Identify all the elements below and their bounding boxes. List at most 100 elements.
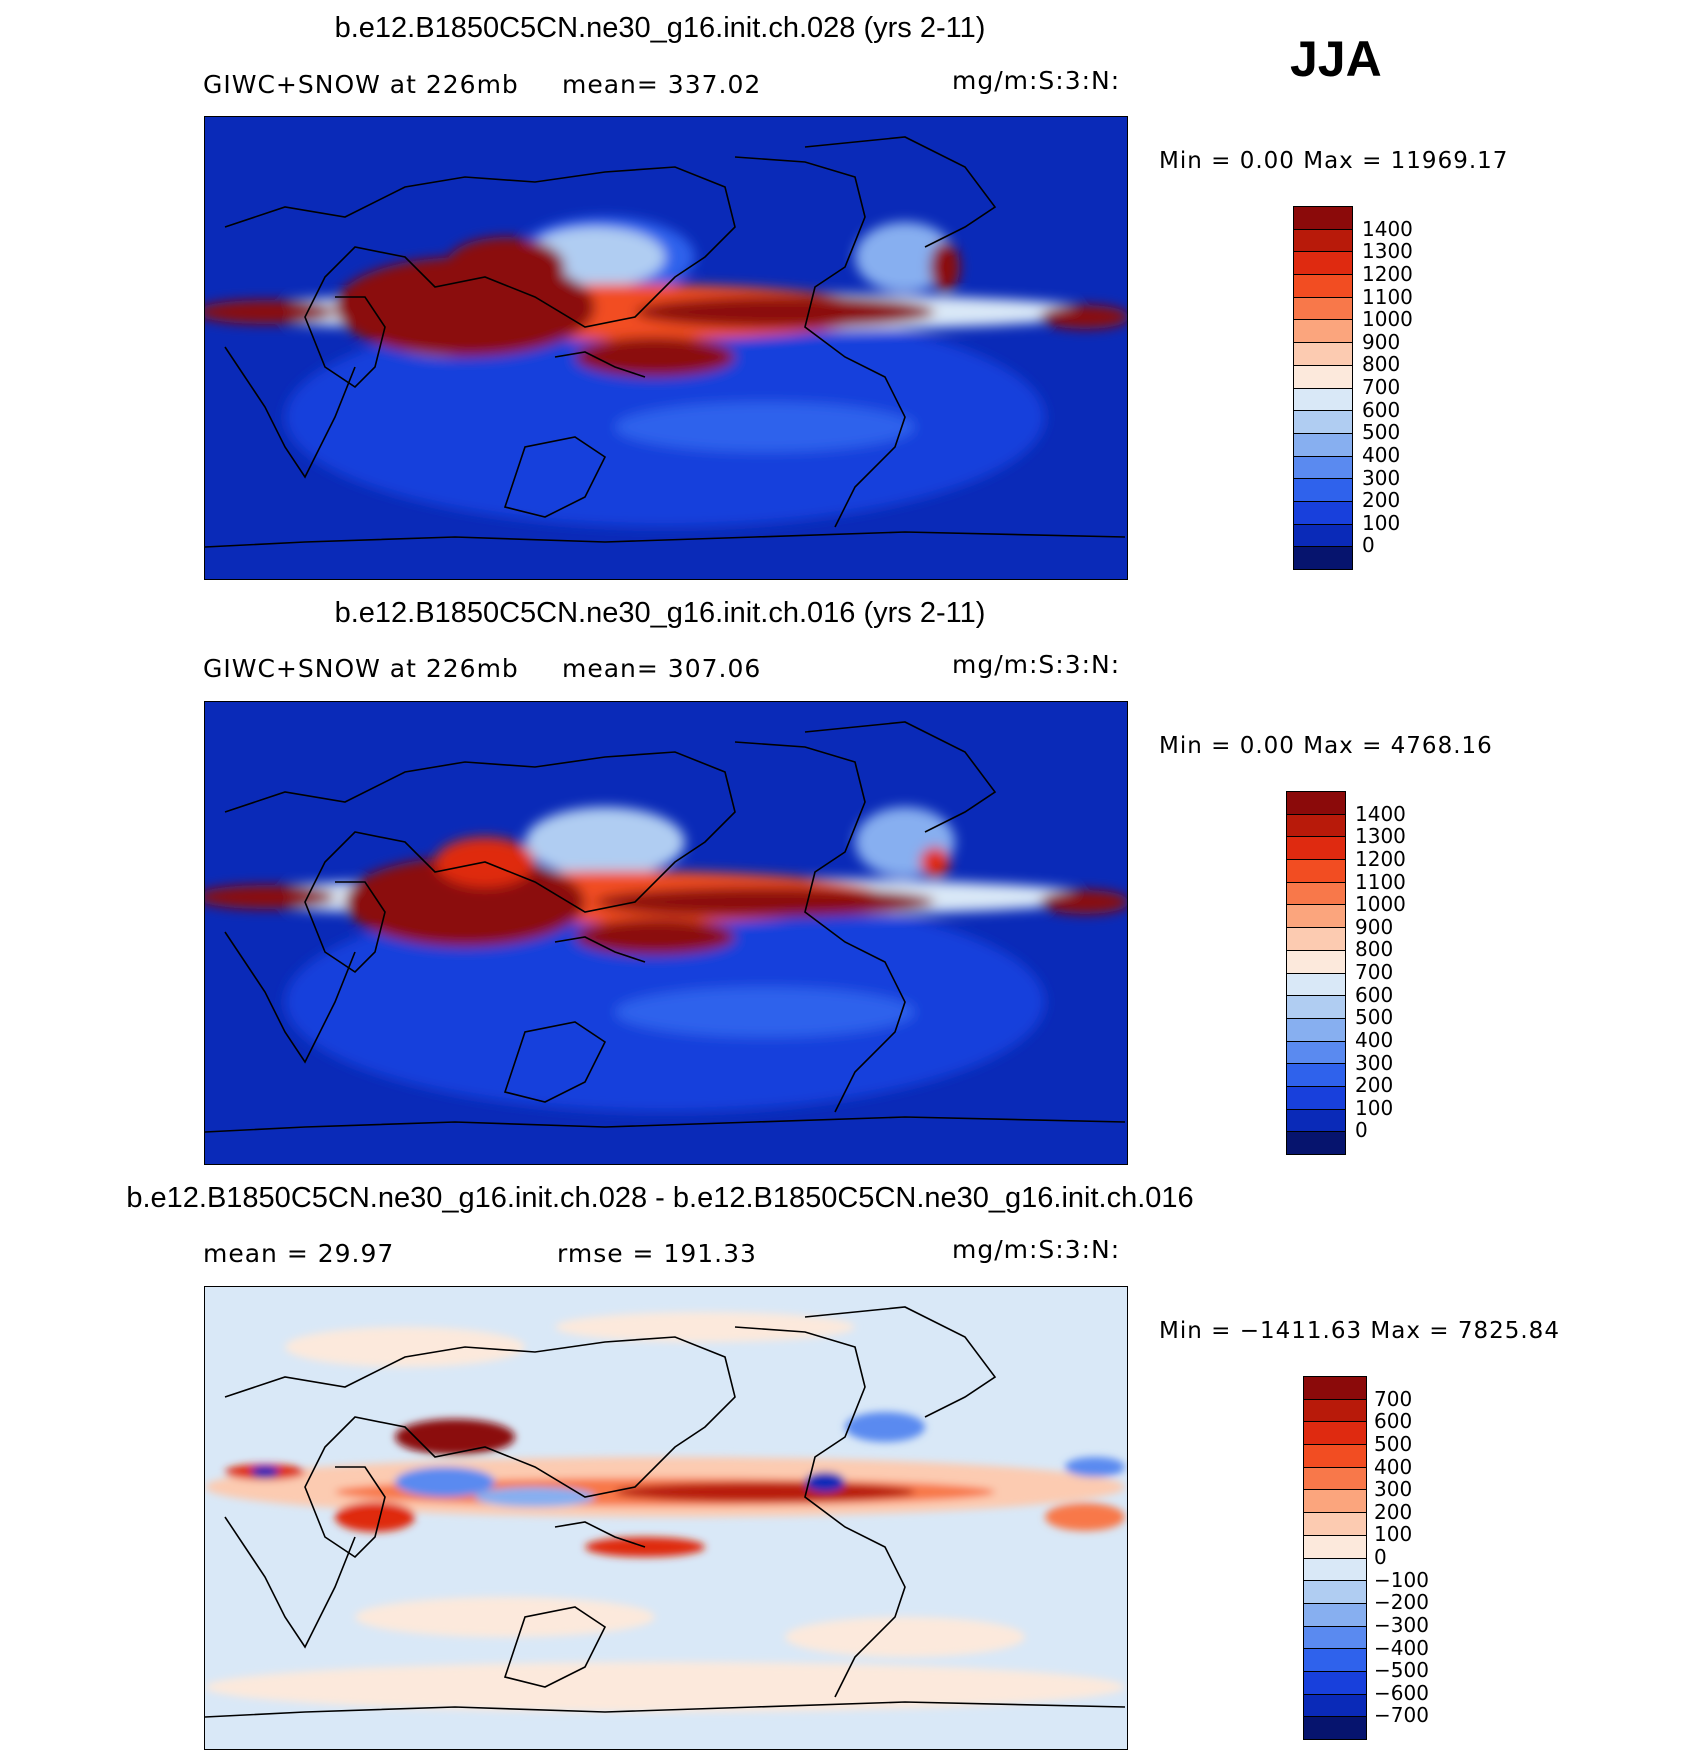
colorbar-tick-label: −700 — [1374, 1703, 1429, 1728]
variable-label: GIWC+SNOW at 226mb — [203, 70, 519, 99]
colorbar-tick-label: 200 — [1355, 1073, 1394, 1098]
colorbar-tick-label: −400 — [1374, 1635, 1429, 1660]
colorbar-band — [1287, 1064, 1345, 1087]
map-case1 — [204, 116, 1128, 580]
colorbar-tick-label: 400 — [1362, 442, 1401, 467]
colorbar-band — [1294, 275, 1352, 298]
colorbar-band — [1304, 1558, 1366, 1582]
colorbar-band — [1287, 1018, 1345, 1042]
colorbar-tick-label: 400 — [1355, 1027, 1394, 1052]
colorbar-tick-label: 0 — [1374, 1545, 1387, 1569]
colorbar-tick-label: 1100 — [1355, 869, 1406, 894]
colorbar-band — [1287, 996, 1345, 1019]
colorbar-band — [1294, 433, 1352, 457]
minmax-label: Min = 0.00 Max = 11969.17 — [1159, 148, 1509, 174]
mean-label: mean= 337.02 — [562, 70, 762, 99]
colorbar-band — [1287, 882, 1345, 906]
colorbar-tick-label: 400 — [1374, 1454, 1413, 1479]
colorbar-band — [1304, 1649, 1366, 1672]
colorbar-tick-label: 800 — [1355, 937, 1394, 962]
colorbar-tick-label: 200 — [1362, 488, 1401, 513]
colorbar-band — [1294, 388, 1352, 412]
colorbar-tick-label: −300 — [1374, 1612, 1429, 1637]
map-case2 — [204, 701, 1128, 1165]
colorbar-tick-label: 1300 — [1355, 824, 1406, 849]
colorbar-tick-label: 100 — [1355, 1095, 1394, 1120]
colorbar-band — [1294, 207, 1352, 230]
colorbar-band — [1304, 1377, 1366, 1400]
colorbar-band — [1287, 1132, 1345, 1154]
colorbar-tick-label: 500 — [1355, 1005, 1394, 1030]
panel-title: b.e12.B1850C5CN.ne30_g16.init.ch.016 (yr… — [334, 597, 986, 629]
panel-title: b.e12.B1850C5CN.ne30_g16.init.ch.028 - b… — [126, 1182, 1194, 1214]
colorbar-tick-label: 1100 — [1362, 284, 1413, 309]
colorbar-band — [1287, 1086, 1345, 1110]
colorbar-tick-label: 1200 — [1355, 846, 1406, 871]
colorbar-tick-label: −200 — [1374, 1590, 1429, 1615]
colorbar-band — [1294, 479, 1352, 502]
colorbar-tick-label: 1000 — [1355, 892, 1406, 917]
rmse-label: rmse = 191.33 — [557, 1239, 757, 1268]
colorbar-tick-label: 500 — [1374, 1431, 1413, 1456]
colorbar-band — [1287, 860, 1345, 883]
colorbar-band — [1304, 1626, 1366, 1650]
colorbar-band — [1294, 297, 1352, 321]
colorbar-band — [1287, 837, 1345, 861]
colorbar-band — [1304, 1717, 1366, 1739]
colorbar-tick-label: 600 — [1362, 397, 1401, 422]
units-label: mg/m:S:3:N: — [952, 650, 1121, 679]
colorbar-tick-label: 700 — [1355, 960, 1394, 984]
season-label: JJA — [1290, 31, 1382, 87]
colorbar-tick-label: −500 — [1374, 1658, 1429, 1683]
colorbar-case1 — [1293, 206, 1353, 570]
colorbar-bands — [1287, 792, 1345, 1154]
colorbar-tick-label: 300 — [1362, 465, 1401, 490]
colorbar-tick-label: 1400 — [1362, 216, 1413, 241]
colorbar-tick-label: 1300 — [1362, 239, 1413, 264]
colorbar-bands — [1304, 1377, 1366, 1739]
colorbar-band — [1287, 792, 1345, 815]
panel-title: b.e12.B1850C5CN.ne30_g16.init.ch.028 (yr… — [334, 12, 986, 44]
colorbar-tick-label: 0 — [1362, 533, 1375, 558]
colorbar-tick-label: 100 — [1362, 510, 1401, 535]
colorbar-tick-label: 900 — [1355, 914, 1394, 939]
colorbar-band — [1294, 524, 1352, 548]
colorbar-band — [1294, 320, 1352, 344]
colorbar-band — [1287, 905, 1345, 929]
colorbar-band — [1287, 1109, 1345, 1133]
mean-label: mean= 307.06 — [562, 654, 762, 683]
minmax-label: Min = −1411.63 Max = 7825.84 — [1159, 1318, 1560, 1344]
colorbar-band — [1304, 1581, 1366, 1604]
colorbar-band — [1304, 1513, 1366, 1536]
minmax-label: Min = 0.00 Max = 4768.16 — [1159, 733, 1493, 759]
colorbar-band — [1304, 1603, 1366, 1627]
colorbar-band — [1304, 1535, 1366, 1559]
colorbar-tick-label: 600 — [1374, 1409, 1413, 1434]
colorbar-bands — [1294, 207, 1352, 569]
colorbar-band — [1294, 252, 1352, 276]
colorbar-band — [1304, 1445, 1366, 1468]
colorbar-band — [1304, 1467, 1366, 1491]
units-label: mg/m:S:3:N: — [952, 1235, 1121, 1264]
colorbar-tick-label: 0 — [1355, 1118, 1368, 1143]
colorbar-tick-label: −600 — [1374, 1680, 1429, 1705]
colorbar-band — [1304, 1671, 1366, 1695]
colorbar-tick-label: 100 — [1374, 1522, 1413, 1547]
colorbar-band — [1287, 814, 1345, 838]
colorbar-band — [1304, 1422, 1366, 1446]
map-diff — [204, 1286, 1128, 1750]
colorbar-band — [1287, 928, 1345, 951]
variable-label: GIWC+SNOW at 226mb — [203, 654, 519, 683]
colorbar-band — [1294, 501, 1352, 525]
colorbar-band — [1287, 973, 1345, 997]
colorbar-tick-label: −100 — [1374, 1567, 1429, 1592]
colorbar-tick-label: 1400 — [1355, 801, 1406, 826]
colorbar-case2 — [1286, 791, 1346, 1155]
colorbar-band — [1294, 365, 1352, 389]
colorbar-band — [1294, 411, 1352, 434]
colorbar-band — [1304, 1399, 1366, 1423]
colorbar-band — [1287, 950, 1345, 974]
colorbar-band — [1294, 456, 1352, 480]
colorbar-tick-label: 600 — [1355, 982, 1394, 1007]
colorbar-band — [1287, 1041, 1345, 1065]
